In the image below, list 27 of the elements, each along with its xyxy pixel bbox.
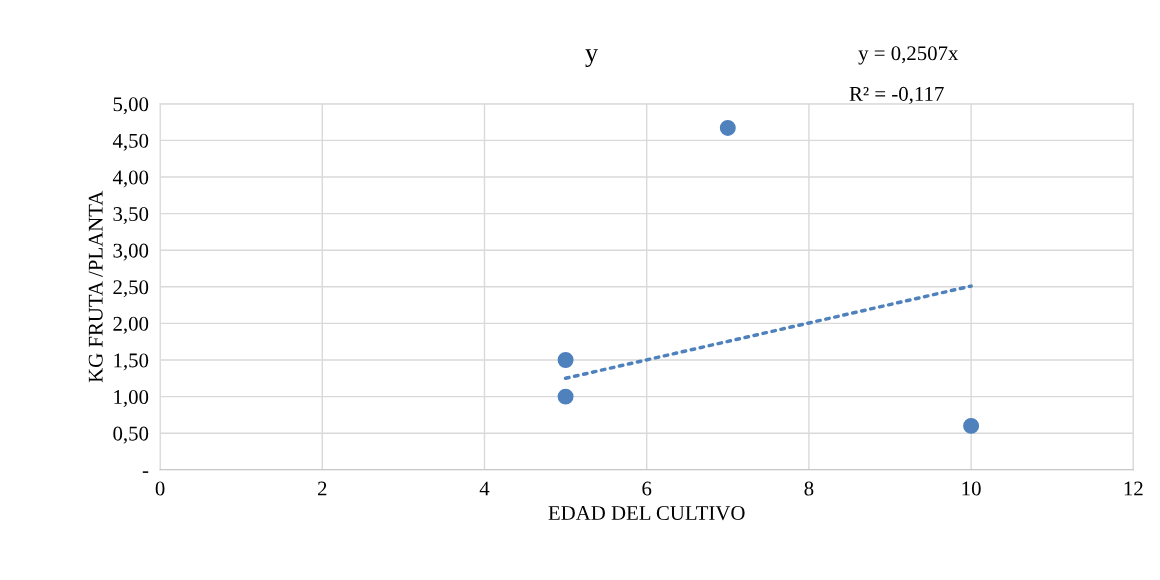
point xyxy=(557,352,574,368)
text: y = 0,2507x xyxy=(858,46,959,65)
x-axis-title: EDAD DEL CULTIVO xyxy=(548,506,745,521)
x-tick-label: 10 xyxy=(962,481,981,496)
y-tick-label: 3,00 xyxy=(113,243,149,261)
x-tick-label: 2 xyxy=(317,481,327,496)
x-tick-label: 8 xyxy=(804,481,814,496)
point xyxy=(557,388,574,405)
x-tick-label: 12 xyxy=(1124,481,1143,496)
y-axis-title: KG FRUTA /PLANTA xyxy=(88,190,103,383)
y-tick-label: 0,50 xyxy=(113,426,149,444)
point xyxy=(963,417,980,434)
y-tick-label: 3,50 xyxy=(113,206,149,225)
y-tick-label: 1,00 xyxy=(114,389,149,408)
chart-title: y xyxy=(585,49,599,68)
x-tick-label: 6 xyxy=(642,481,652,496)
y-tick-label: 4,00 xyxy=(112,170,149,188)
point xyxy=(719,119,736,136)
y-tick-label: 2,50 xyxy=(113,280,149,298)
y-tick-label: 1,50 xyxy=(114,353,149,371)
y-tick-label: 5,00 xyxy=(113,97,149,115)
x-tick-label: 0 xyxy=(155,481,165,496)
y-tick-label: 4,50 xyxy=(112,133,149,151)
y-tick-label: 2,00 xyxy=(113,316,149,334)
annotation: R² = -0,117 xyxy=(849,86,944,104)
x-tick-label: 4 xyxy=(479,481,490,496)
y-tick-label: - xyxy=(142,471,149,473)
